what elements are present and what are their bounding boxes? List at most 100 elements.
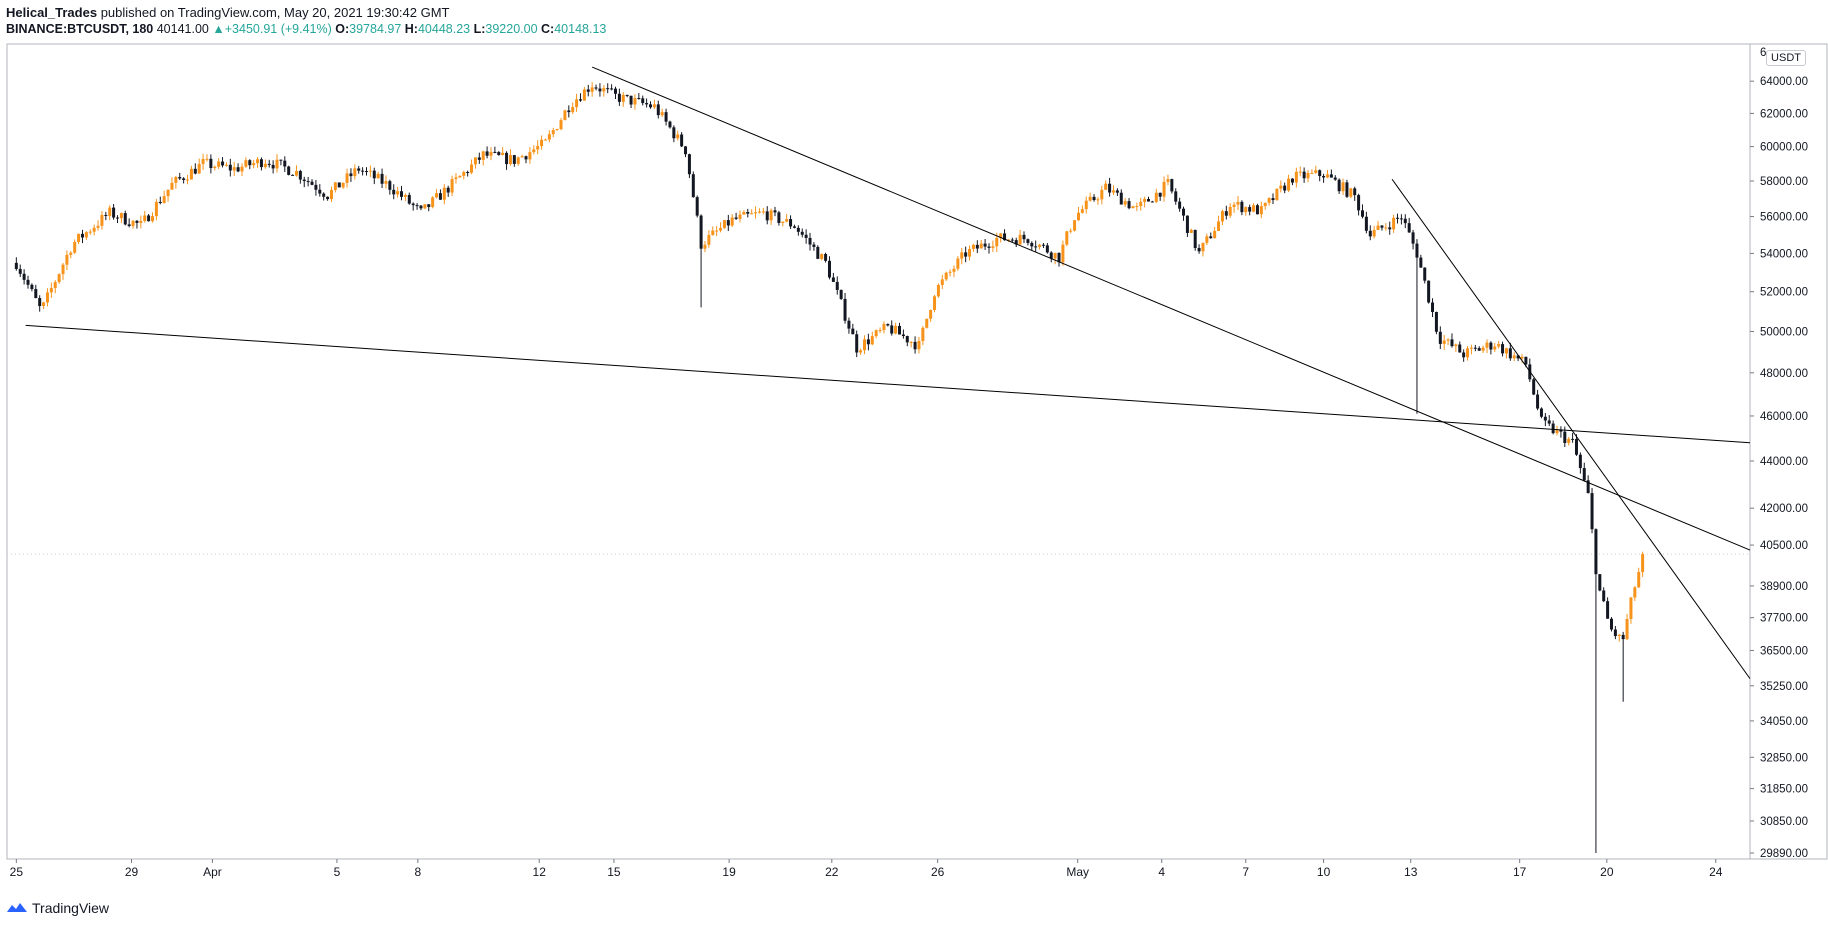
candle-body [862,339,866,351]
candle-body [108,207,112,216]
candle-body [625,94,629,96]
candle-body [870,336,874,345]
candle-body [189,168,193,180]
candle-body [1127,201,1131,209]
candle-body [610,88,614,90]
candle-body [754,212,758,214]
candle-body [392,189,396,195]
candle-body [726,220,730,226]
price-axis: 64000.00 62000.00 60000.00 58000.00 56000.00… [1750,47,1808,860]
candle-body [283,160,287,167]
price-tick-label: 34050.00 [1760,716,1808,728]
candle-body [715,230,719,232]
candle-body [1201,242,1205,252]
tradingview-brand[interactable]: TradingView [6,900,109,916]
price-tick-label: 64000.00 [1760,76,1808,88]
candle-body [1294,171,1298,183]
unit-badge[interactable]: USDT [1766,50,1806,66]
candle-body [419,205,423,209]
candle-body [1341,182,1345,192]
candle-body [1555,429,1559,434]
candle-body [711,230,715,235]
candle-body [1516,355,1520,359]
candle-body [115,217,119,219]
candle-body [294,171,298,176]
candle-body [660,112,664,116]
candle-body [1038,244,1042,247]
candle-body [213,166,217,169]
price-tick-label: 36500.00 [1760,645,1808,657]
candle-body [835,281,839,290]
author-name[interactable]: Helical_Trades [6,5,98,20]
candle-body [1263,202,1267,207]
candle-body [691,174,695,198]
candle-body [792,226,796,228]
candle-body [18,268,22,274]
candle-body [396,191,400,195]
candle-body [1006,239,1010,241]
candle-body [820,253,824,259]
candle-body [598,88,602,92]
candle-body [999,233,1003,238]
candle-body [734,217,738,219]
candle-body [816,246,820,259]
candle-body [886,324,890,326]
candle-body [1384,227,1388,229]
high-label: H: [404,22,418,36]
candle-body [617,93,621,102]
price-tick-label: 40500.00 [1760,540,1808,552]
candle-body [1473,347,1477,349]
candle-body [1617,634,1621,637]
candle-body [1524,356,1528,365]
candle-body [956,258,960,269]
symbol-label[interactable]: BINANCE:BTCUSDT, 180 [6,22,154,36]
candle-body [944,272,948,280]
candle-body [384,181,388,184]
candle-body [84,232,88,238]
candle-body [30,284,34,290]
candle-body [843,298,847,321]
price-chart[interactable]: 64000.00 62000.00 60000.00 58000.00 56000.00… [6,43,1828,889]
chart-svg[interactable]: 64000.00 62000.00 60000.00 58000.00 56000.00… [6,43,1828,889]
candle-body [104,214,108,216]
candle-body [719,228,723,231]
candle-body [964,252,968,257]
candle-body [808,237,812,245]
candle-body [217,161,221,167]
candle-body [1026,239,1030,243]
candle-body [960,252,964,259]
candle-body [847,320,851,329]
candle-body [1189,229,1193,233]
candle-body [1349,188,1353,197]
candle-body [22,273,26,280]
candle-body [1508,348,1512,359]
candle-body [1248,207,1252,212]
candle-body [1621,634,1625,640]
candle-body [839,289,843,299]
candle-body [971,244,975,249]
candle-body [1252,205,1256,212]
candle-body [633,98,637,105]
candle-body [621,94,625,102]
tradingview-logo-icon [7,903,27,912]
candle-body [1493,346,1497,350]
candle-body [489,151,493,156]
candle-body [1224,211,1228,216]
low-label: L: [473,22,486,36]
candle-body [170,182,174,190]
candle-body [1438,331,1442,344]
candle-body [1485,342,1489,348]
candle-body [368,170,372,172]
candle-body [224,164,228,166]
candle-body [1014,240,1018,245]
candle-body [917,341,921,350]
candle-body [613,88,617,94]
candle-body [629,95,633,105]
candle-body [1104,183,1108,190]
candle-body [1333,177,1337,180]
candle-body [1547,420,1551,424]
candle-body [987,246,991,248]
candle-body [1298,171,1302,173]
candle-body [1275,188,1279,201]
candle-body [1415,243,1419,258]
